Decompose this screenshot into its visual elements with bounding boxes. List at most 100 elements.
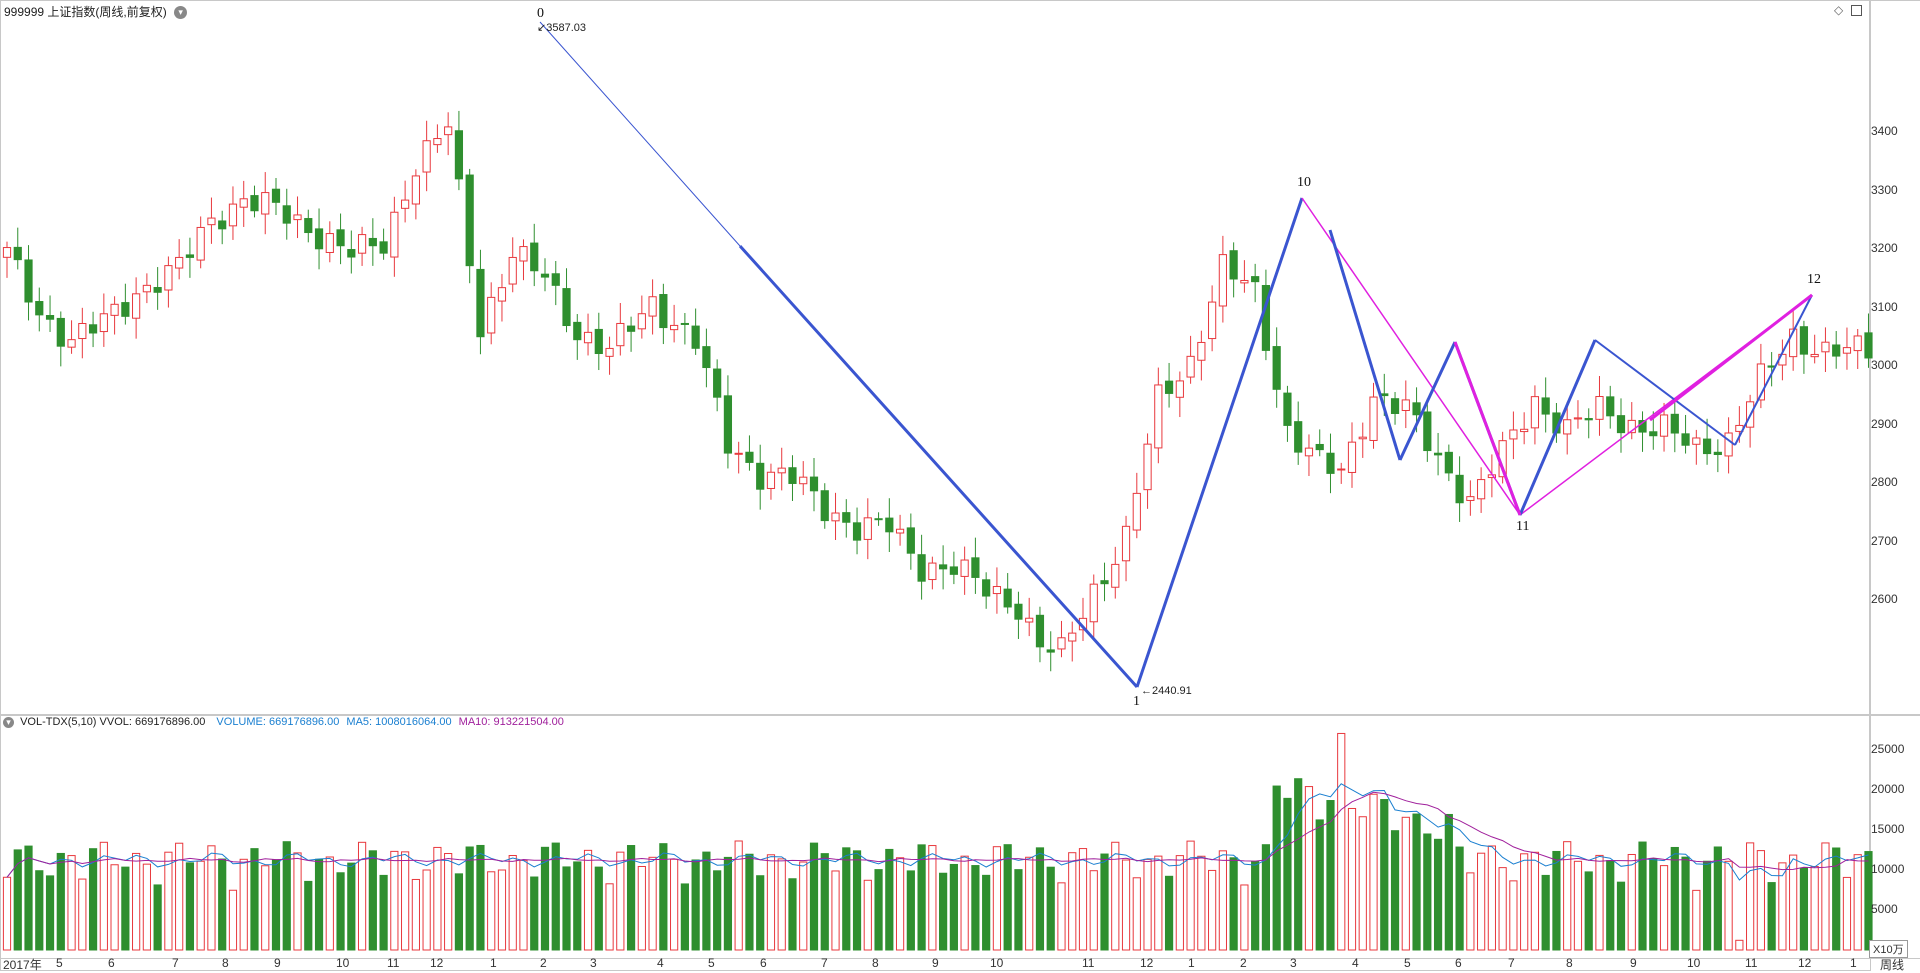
price-tick: 2900 <box>1871 417 1898 431</box>
candle-body <box>357 234 367 254</box>
candle-body <box>1659 414 1669 437</box>
candle-body <box>1853 335 1862 352</box>
chevron-down-icon[interactable]: ▾ <box>174 6 188 20</box>
volume-bar <box>1433 838 1443 951</box>
panel-toggle-icon[interactable] <box>1850 5 1862 17</box>
candle-body <box>347 249 356 258</box>
volume-bar <box>1444 813 1453 951</box>
volume-bar <box>175 842 184 951</box>
volume-bar <box>1035 847 1045 951</box>
candle-body <box>863 517 872 540</box>
volume-bar <box>1100 853 1109 951</box>
candle-body <box>261 192 270 215</box>
volume-bar <box>153 884 162 951</box>
candle-body <box>35 301 44 316</box>
price-tick: 2700 <box>1871 534 1898 548</box>
date-tick: 12 <box>430 956 444 970</box>
candle-body <box>766 471 776 489</box>
candle-body <box>121 302 130 317</box>
volume-bar <box>1681 856 1690 951</box>
candle-body <box>842 512 851 523</box>
candle-body <box>1509 429 1518 440</box>
candle-body <box>895 528 905 534</box>
volume-bar <box>1078 848 1088 951</box>
candle-body <box>1616 415 1626 434</box>
volume-bar <box>960 855 969 951</box>
wave-line <box>1301 197 1521 516</box>
candle-body <box>1369 396 1378 441</box>
volume-bar <box>1498 867 1507 951</box>
volume-bar <box>1132 877 1141 951</box>
candle-body <box>314 228 324 250</box>
candle-body <box>1283 392 1292 426</box>
volume-bar <box>992 846 1002 951</box>
volume-bar <box>325 856 334 951</box>
candle-body <box>713 368 722 398</box>
volume-bar <box>422 869 431 951</box>
volume-panel <box>0 714 1871 959</box>
volume-bar <box>562 866 571 951</box>
candle-body <box>1003 588 1012 608</box>
volume-bar <box>293 852 302 951</box>
candle-body <box>1444 451 1453 474</box>
volume-bar <box>1520 853 1529 951</box>
candle-body <box>325 233 334 253</box>
date-tick: 12 <box>1798 956 1812 970</box>
volume-bar <box>917 844 926 951</box>
candle-body <box>1412 402 1421 416</box>
candle-body <box>1832 344 1841 357</box>
candle-body <box>1842 347 1852 354</box>
diamond-icon[interactable]: ◇ <box>1834 3 1844 17</box>
price-tick: 2600 <box>1871 592 1898 606</box>
candle-body <box>519 246 528 262</box>
volume-bar <box>605 883 614 951</box>
candle-body <box>1304 447 1314 457</box>
period-label[interactable]: 周线 <box>1880 958 1905 972</box>
candle-body <box>1702 438 1712 455</box>
volume-bar <box>1412 813 1421 951</box>
volume-bar <box>110 864 119 951</box>
indicator-name[interactable]: VOL-TDX(5,10) <box>20 716 97 728</box>
chevron-down-icon[interactable]: ▾ <box>3 716 14 728</box>
date-tick: 11 <box>387 956 400 970</box>
volume-bar <box>379 874 388 951</box>
candle-body <box>175 256 184 269</box>
candle-body <box>1789 328 1798 358</box>
candle-body <box>185 254 195 258</box>
candle-body <box>1530 396 1540 429</box>
price-tick: 3100 <box>1871 300 1898 314</box>
date-tick: 8 <box>222 956 229 970</box>
volume-bar <box>971 865 980 951</box>
candle-body <box>2 247 12 258</box>
candle-body <box>530 242 539 272</box>
volume-bar <box>508 855 517 951</box>
candle-body <box>1197 341 1206 361</box>
date-axis: 2017年 5 6 7 8 9 10 11 12 1 2 3 4 5 6 7 8 9 10 11 12 1 2 3 4 5 6 7 8 9… <box>0 956 1869 972</box>
candle-body <box>1595 396 1604 420</box>
date-tick: 8 <box>872 956 879 970</box>
volume-bar <box>13 849 22 951</box>
date-tick: 8 <box>1566 956 1573 970</box>
volume-bar <box>1552 850 1561 951</box>
volume-bar <box>756 875 765 951</box>
candle-body <box>476 268 485 338</box>
candle-body <box>809 476 819 492</box>
volume-bar <box>1401 816 1410 951</box>
volume-bar <box>411 878 420 951</box>
volume-bar <box>1702 860 1712 951</box>
candle-body <box>1208 301 1217 340</box>
volume-bar <box>228 889 238 951</box>
candle-body <box>1143 443 1152 491</box>
volume-bar <box>487 871 496 951</box>
candle-body <box>78 322 87 340</box>
candle-body <box>24 259 33 303</box>
indicator-ma10: MA10: 913221504.00 <box>458 716 564 728</box>
wave-label-11: 11 <box>1516 519 1530 534</box>
candle-body <box>142 284 151 293</box>
volume-bar <box>1347 807 1357 951</box>
candle-body <box>1025 617 1034 623</box>
volume-bar <box>1735 939 1744 951</box>
candle-body <box>1713 451 1722 456</box>
volume-bar <box>583 849 593 951</box>
